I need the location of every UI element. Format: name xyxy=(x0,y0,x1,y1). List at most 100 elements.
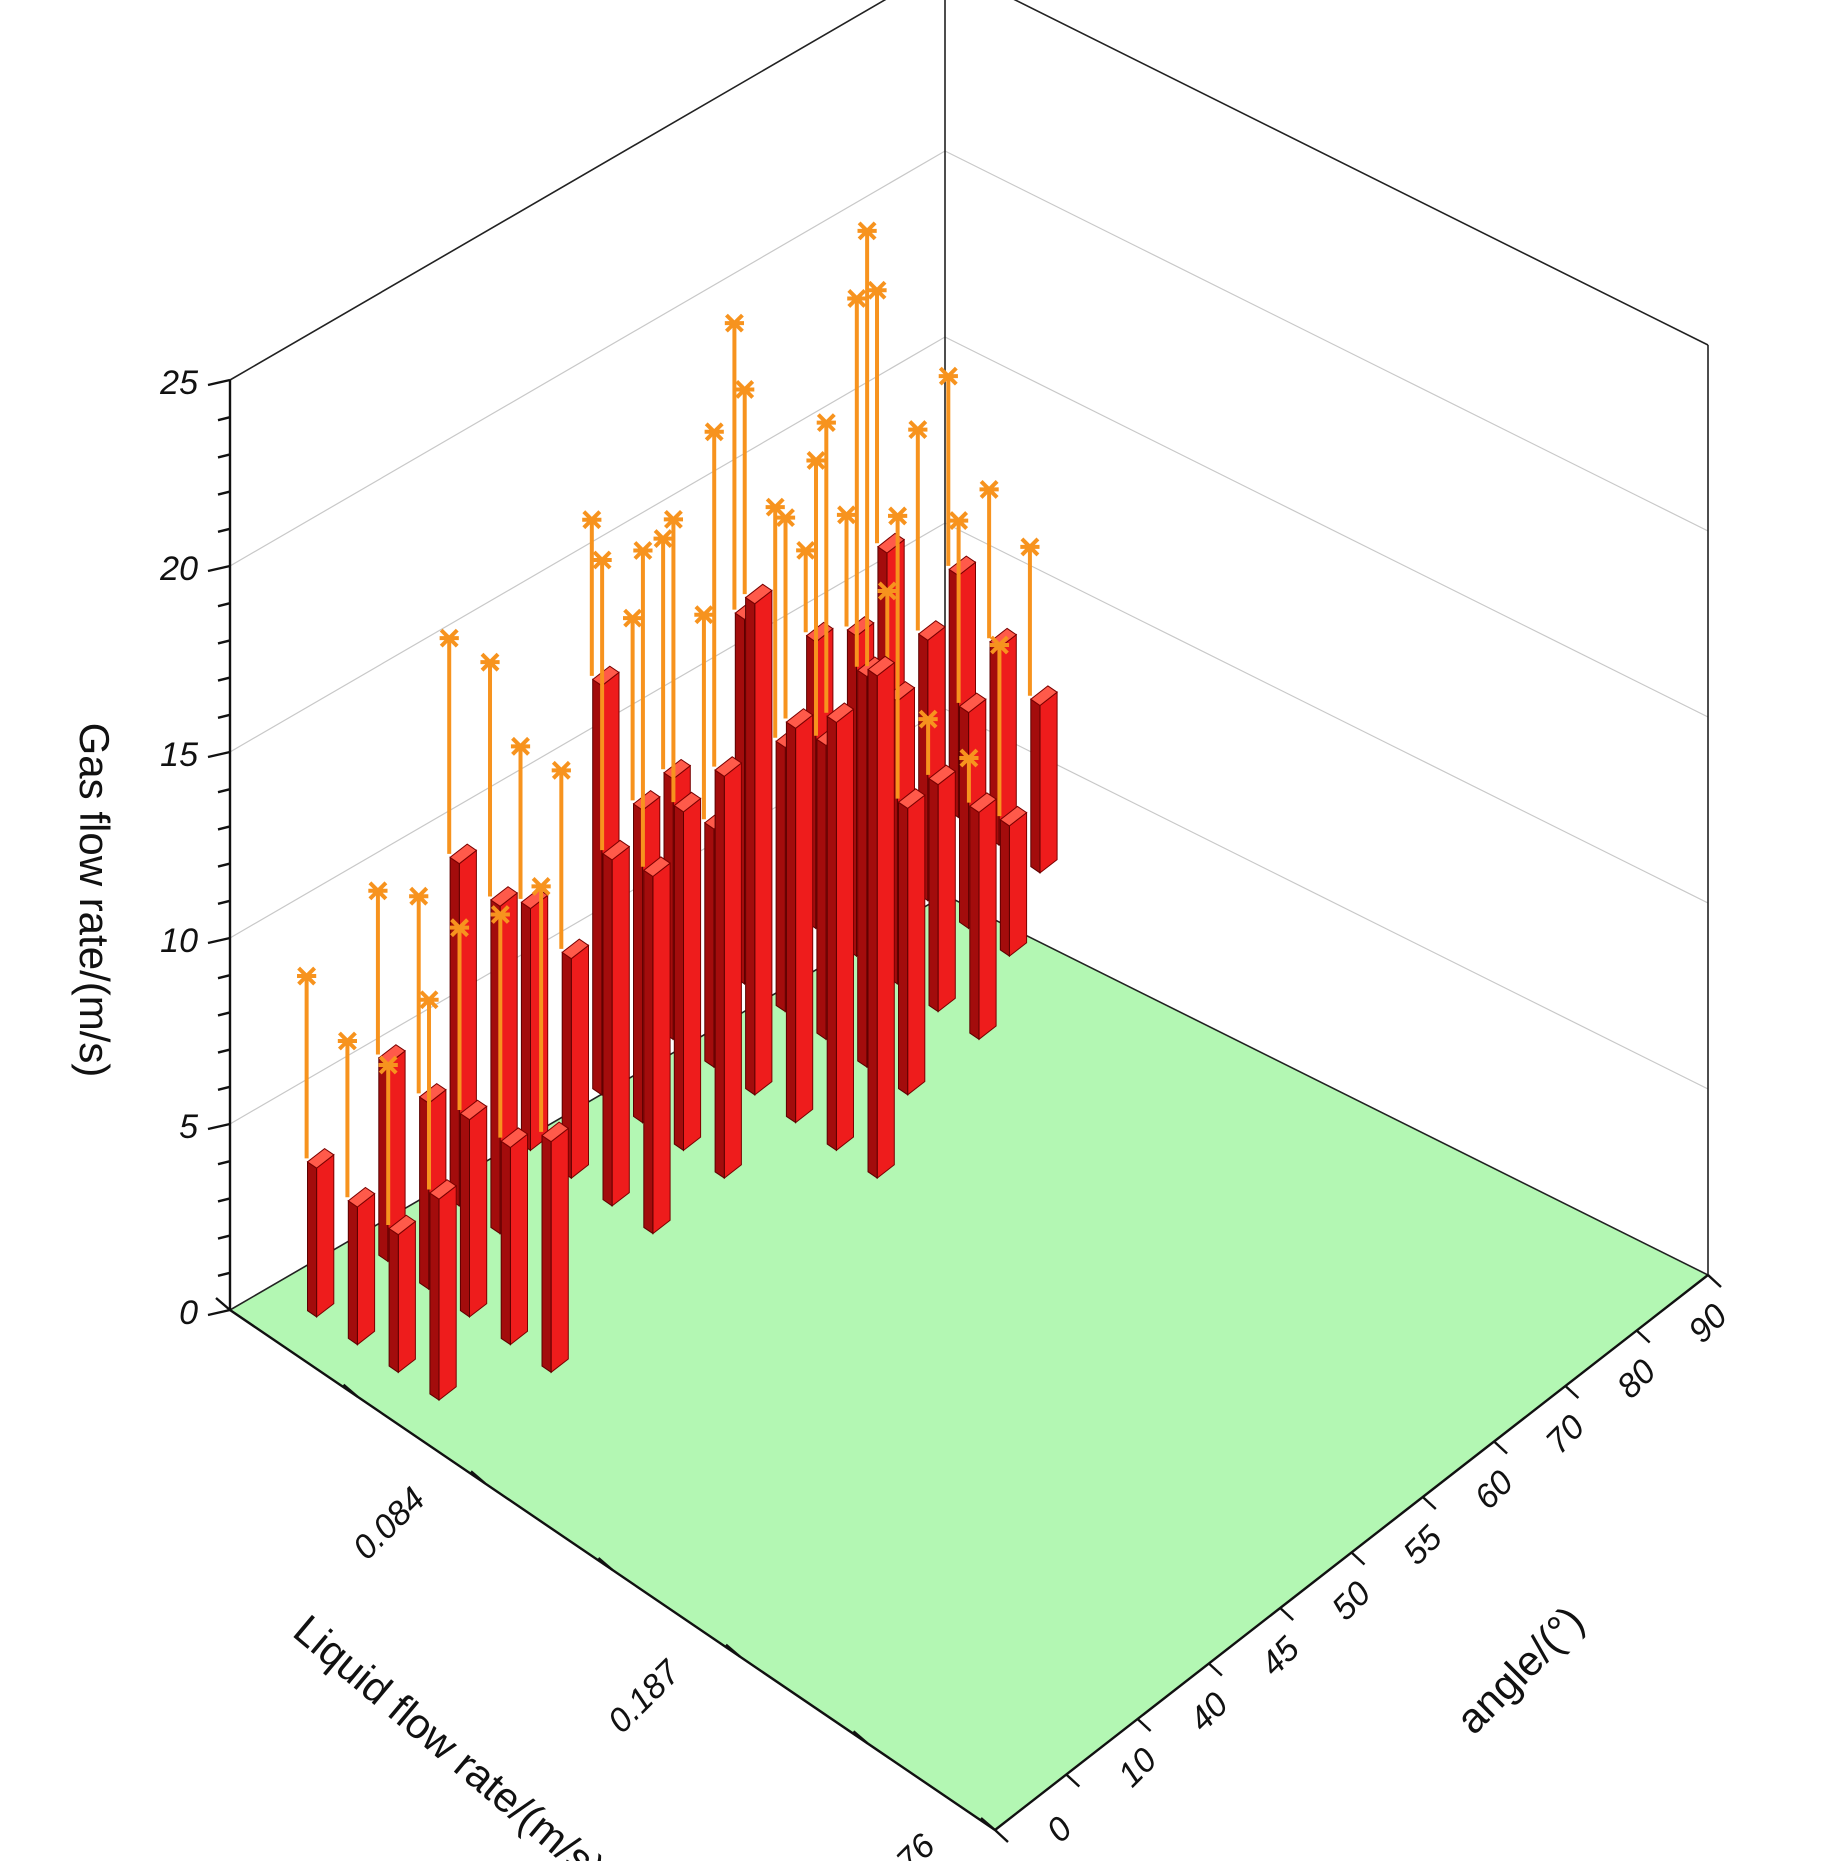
error-cap-marker xyxy=(490,905,510,924)
bar-front-face xyxy=(509,1133,528,1346)
x-tick-label: 0.187 xyxy=(601,1653,689,1741)
bar-front-face xyxy=(937,770,956,1013)
z-minor-tick xyxy=(217,788,231,794)
bar xyxy=(735,380,773,1096)
bar-top-face xyxy=(642,856,671,878)
y-tick-label: 55 xyxy=(1396,1519,1450,1573)
bar-top-face xyxy=(714,756,743,778)
bar xyxy=(888,506,926,1096)
bar-side-face xyxy=(500,1140,511,1346)
bar-side-face xyxy=(541,1134,552,1374)
bar-top-face xyxy=(500,1127,529,1149)
bar-side-face xyxy=(307,1160,318,1318)
z-tick-label: 20 xyxy=(159,550,198,588)
error-cap-marker xyxy=(847,289,867,308)
bar xyxy=(857,221,896,1180)
bar-side-face xyxy=(429,1192,440,1402)
bar-side-face xyxy=(745,596,756,1096)
error-cap-marker xyxy=(918,709,938,729)
y-tick-label: 70 xyxy=(1539,1408,1593,1462)
z-minor-tick xyxy=(217,825,231,831)
error-cap-marker xyxy=(653,529,673,549)
bar-front-face xyxy=(397,1220,416,1374)
bar-side-face xyxy=(673,804,684,1152)
x-tick xyxy=(852,1730,869,1745)
y-tick-label: 10 xyxy=(1111,1741,1165,1795)
bar-front-face xyxy=(835,708,854,1152)
bar xyxy=(816,413,855,1152)
error-cap-marker xyxy=(724,313,745,333)
bar-top-face xyxy=(968,792,997,814)
error-cap-marker xyxy=(592,550,612,570)
bar-top-face xyxy=(826,702,855,724)
y-tick-label: 80 xyxy=(1610,1352,1664,1406)
y-tick-label: 50 xyxy=(1325,1574,1379,1628)
bar-front-face xyxy=(652,862,671,1235)
bar-side-face xyxy=(347,1199,358,1346)
error-cap-marker xyxy=(949,511,969,530)
z-minor-tick xyxy=(217,1085,231,1091)
z-tick-label: 25 xyxy=(159,364,198,402)
z-minor-tick xyxy=(217,899,231,905)
wall-top-edge xyxy=(229,0,1709,381)
bar-top-face xyxy=(928,764,957,786)
error-cap-marker xyxy=(979,479,999,499)
y-tick xyxy=(1208,1662,1223,1677)
bar xyxy=(1020,537,1058,874)
bar xyxy=(510,736,549,1152)
y-tick-label: 40 xyxy=(1182,1685,1236,1739)
y-tick xyxy=(1707,1274,1722,1288)
z-minor-tick xyxy=(217,490,231,496)
y-axis-title: angle/(°) xyxy=(1447,1597,1593,1743)
bar-top-face xyxy=(785,708,814,729)
z-minor-tick xyxy=(217,639,231,645)
y-tick xyxy=(1421,1496,1437,1510)
y-tick xyxy=(1065,1773,1081,1788)
y-tick xyxy=(994,1829,1009,1843)
bar xyxy=(297,966,335,1318)
z-axis-title: Gas flow rate/(m/s) xyxy=(71,723,118,1078)
bar-top-face xyxy=(449,843,478,865)
z-minor-tick xyxy=(217,1271,231,1277)
x-tick xyxy=(597,1557,614,1571)
bar-front-face xyxy=(683,797,702,1152)
error-cap-marker xyxy=(419,990,439,1010)
bar-top-face xyxy=(897,788,926,810)
bar xyxy=(531,876,570,1374)
bar-front-face xyxy=(754,589,773,1096)
z-tick-label: 5 xyxy=(179,1108,198,1146)
bar-top-face xyxy=(744,583,773,605)
bar xyxy=(959,748,997,1041)
z-major-tick xyxy=(207,1122,231,1131)
y-tick xyxy=(1350,1551,1366,1566)
bar xyxy=(378,1055,417,1374)
x-tick xyxy=(470,1470,486,1485)
bar-side-face xyxy=(959,705,970,930)
error-cap-marker xyxy=(368,881,388,901)
x-tick-label: 0.084 xyxy=(346,1480,433,1567)
y-tick xyxy=(1136,1718,1152,1732)
z-minor-tick xyxy=(217,862,231,868)
x-axis-title: Liquid flow rate/(m/s) xyxy=(285,1606,614,1861)
bar-top-face xyxy=(663,758,692,780)
y-tick xyxy=(1279,1607,1295,1621)
bar xyxy=(704,422,743,1180)
error-cap-marker xyxy=(959,748,979,768)
bar xyxy=(989,635,1028,958)
error-cap-marker xyxy=(735,380,755,399)
bar-front-face xyxy=(356,1192,376,1346)
bar-side-face xyxy=(388,1227,399,1374)
error-cap-marker xyxy=(938,366,958,386)
bar xyxy=(337,1031,376,1346)
bar-side-face xyxy=(520,901,531,1152)
bar-side-face xyxy=(714,769,725,1180)
bar-top-face xyxy=(632,789,661,811)
bar-front-face xyxy=(570,944,589,1180)
axes-group xyxy=(207,378,1722,1843)
z-minor-tick xyxy=(217,602,231,608)
bar-side-face xyxy=(775,740,786,1013)
bar-top-face xyxy=(459,1099,488,1121)
bar-front-face xyxy=(469,1105,488,1318)
y-tick-label: 0 xyxy=(1039,1810,1079,1850)
bar-top-face xyxy=(602,839,631,861)
